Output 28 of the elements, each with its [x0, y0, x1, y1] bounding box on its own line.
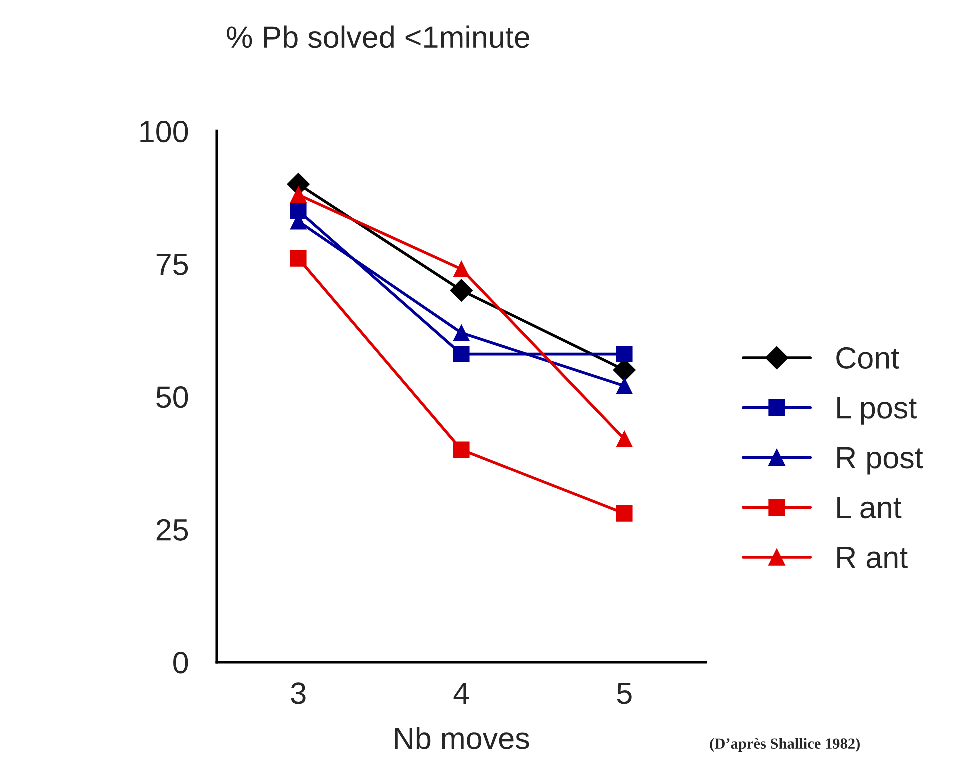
text: (D’après Shallice 1982) [710, 738, 860, 752]
point [616, 346, 633, 362]
legend-label: Cont [836, 347, 900, 369]
point [453, 324, 470, 342]
y-tick-label: 75 [156, 254, 188, 276]
point [453, 346, 470, 362]
y-tick-label: 25 [156, 519, 188, 541]
point [616, 431, 633, 448]
point [453, 442, 470, 458]
point [616, 506, 633, 522]
legend-label: L post [838, 398, 917, 425]
x-tick-label: 5 [617, 682, 632, 704]
point [450, 279, 473, 302]
y-tick-label: 50 [156, 386, 188, 408]
point [290, 186, 307, 204]
legend-label: R post [838, 447, 924, 475]
point [453, 261, 470, 278]
x-axis-title: Nb moves [395, 726, 530, 750]
chart-title: % Pb solved <1minute [227, 26, 530, 48]
point [290, 202, 307, 220]
y-tick-label: 0 [174, 652, 188, 674]
x-tick-label: 4 [454, 682, 470, 704]
legend-label: R ant [838, 547, 908, 568]
x-tick-label: 3 [291, 682, 306, 704]
point [616, 378, 633, 394]
legend-label: L ant [838, 497, 902, 519]
y-tick-label: 100 [140, 120, 188, 143]
point [290, 250, 307, 267]
